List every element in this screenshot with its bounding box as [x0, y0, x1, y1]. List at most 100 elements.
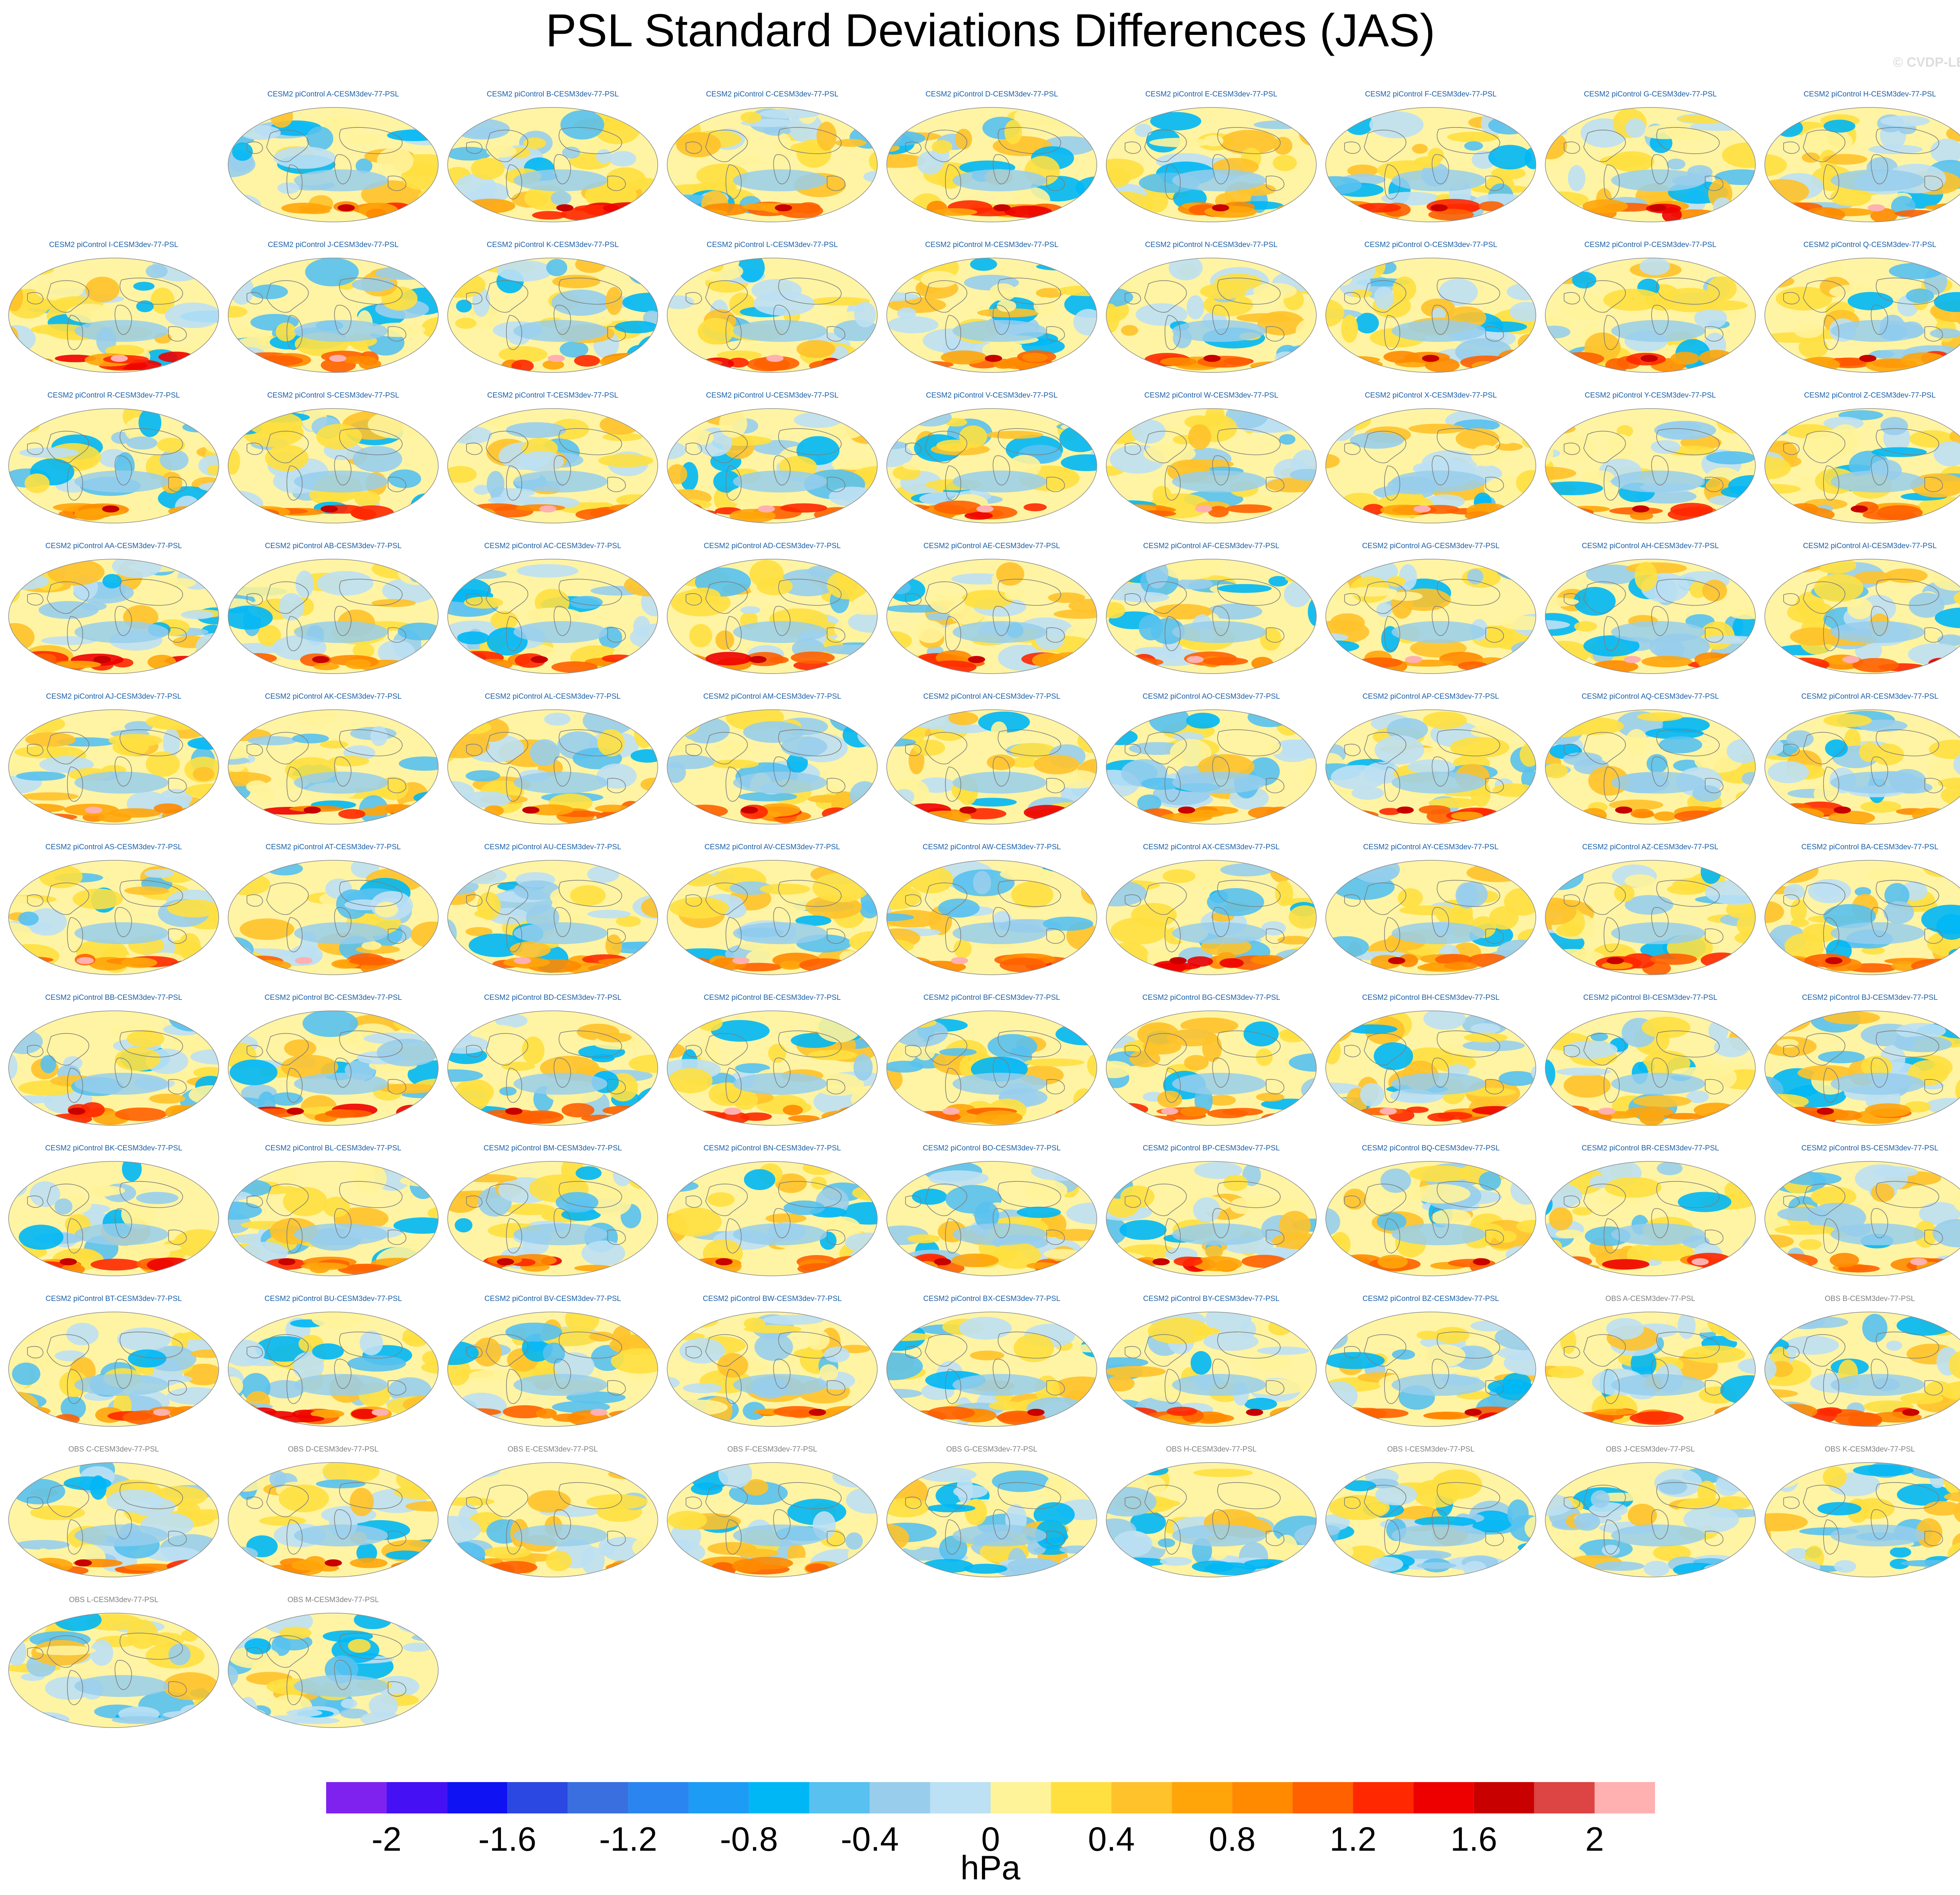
world-map: [667, 258, 878, 373]
panel-title: OBS C-CESM3dev-77-PSL: [68, 1445, 159, 1453]
map-panel: CESM2 piControl AJ-CESM3dev-77-PSL: [4, 692, 223, 838]
panel-title: CESM2 piControl W-CESM3dev-77-PSL: [1144, 391, 1278, 400]
world-map: [1764, 860, 1960, 975]
world-map: [228, 709, 439, 825]
panel-title: CESM2 piControl M-CESM3dev-77-PSL: [925, 241, 1058, 249]
colorbar-swatch: [1534, 1782, 1595, 1813]
map-panel: CESM2 piControl BR-CESM3dev-77-PSL: [1541, 1144, 1760, 1289]
panel-title: CESM2 piControl BL-CESM3dev-77-PSL: [265, 1144, 401, 1152]
world-map: [1545, 408, 1756, 523]
panel-title: OBS A-CESM3dev-77-PSL: [1605, 1295, 1695, 1303]
world-map: [667, 1462, 878, 1577]
map-panel: CESM2 piControl W-CESM3dev-77-PSL: [1102, 391, 1321, 536]
world-map: [8, 1613, 219, 1728]
map-panel: CESM2 piControl AR-CESM3dev-77-PSL: [1760, 692, 1960, 838]
world-map: [1325, 408, 1536, 523]
world-map: [1325, 1161, 1536, 1276]
map-panel: CESM2 piControl D-CESM3dev-77-PSL: [882, 90, 1102, 235]
map-panel: CESM2 piControl BL-CESM3dev-77-PSL: [223, 1144, 443, 1289]
world-map: [228, 1613, 439, 1728]
colorbar-swatch: [1051, 1782, 1112, 1813]
colorbar-swatch: [869, 1782, 930, 1813]
panel-title: CESM2 piControl AW-CESM3dev-77-PSL: [922, 843, 1061, 851]
colorbar-swatch: [326, 1782, 387, 1813]
map-panel: CESM2 piControl BT-CESM3dev-77-PSL: [4, 1295, 223, 1440]
panel-title: CESM2 piControl BG-CESM3dev-77-PSL: [1142, 994, 1280, 1002]
map-panel: OBS J-CESM3dev-77-PSL: [1541, 1445, 1760, 1590]
map-panel: CESM2 piControl BK-CESM3dev-77-PSL: [4, 1144, 223, 1289]
panel-title: CESM2 piControl AZ-CESM3dev-77-PSL: [1582, 843, 1719, 851]
world-map: [8, 1010, 219, 1126]
panel-title: CESM2 piControl H-CESM3dev-77-PSL: [1804, 90, 1936, 98]
world-map: [1325, 709, 1536, 825]
map-panel: CESM2 piControl O-CESM3dev-77-PSL: [1321, 241, 1541, 386]
map-panel: OBS L-CESM3dev-77-PSL: [4, 1596, 223, 1741]
map-panel: OBS G-CESM3dev-77-PSL: [882, 1445, 1102, 1590]
world-map: [667, 559, 878, 674]
credit-label: © CVDP-LE: [1893, 55, 1960, 70]
world-map: [1545, 1161, 1756, 1276]
world-map: [228, 107, 439, 222]
world-map: [228, 860, 439, 975]
map-panel: OBS K-CESM3dev-77-PSL: [1760, 1445, 1960, 1590]
panel-title: OBS F-CESM3dev-77-PSL: [727, 1445, 817, 1453]
map-panel: CESM2 piControl BO-CESM3dev-77-PSL: [882, 1144, 1102, 1289]
world-map: [1545, 559, 1756, 674]
map-panel: CESM2 piControl B-CESM3dev-77-PSL: [443, 90, 662, 235]
panel-title: CESM2 piControl Y-CESM3dev-77-PSL: [1584, 391, 1716, 400]
panel-title: CESM2 piControl BZ-CESM3dev-77-PSL: [1362, 1295, 1499, 1303]
map-panel: CESM2 piControl BP-CESM3dev-77-PSL: [1102, 1144, 1321, 1289]
world-map: [886, 1161, 1097, 1276]
panel-title: CESM2 piControl Q-CESM3dev-77-PSL: [1803, 241, 1936, 249]
panel-title: CESM2 piControl AB-CESM3dev-77-PSL: [265, 542, 402, 550]
map-panel: OBS F-CESM3dev-77-PSL: [662, 1445, 882, 1590]
world-map: [228, 1462, 439, 1577]
world-map: [228, 559, 439, 674]
map-panel: CESM2 piControl C-CESM3dev-77-PSL: [662, 90, 882, 235]
panel-title: CESM2 piControl BV-CESM3dev-77-PSL: [484, 1295, 621, 1303]
world-map: [1545, 860, 1756, 975]
colorbar-units: hPa: [960, 1849, 1021, 1887]
figure-title: PSL Standard Deviations Differences (JAS…: [545, 5, 1436, 56]
map-panel: CESM2 piControl AY-CESM3dev-77-PSL: [1321, 843, 1541, 988]
panel-title: CESM2 piControl BM-CESM3dev-77-PSL: [483, 1144, 622, 1152]
panel-title: CESM2 piControl D-CESM3dev-77-PSL: [926, 90, 1058, 98]
panel-title: CESM2 piControl P-CESM3dev-77-PSL: [1584, 241, 1717, 249]
panel-title: CESM2 piControl Z-CESM3dev-77-PSL: [1804, 391, 1936, 400]
panel-title: CESM2 piControl N-CESM3dev-77-PSL: [1145, 241, 1278, 249]
map-panel: CESM2 piControl E-CESM3dev-77-PSL: [1102, 90, 1321, 235]
world-map: [228, 408, 439, 523]
map-panel: CESM2 piControl BC-CESM3dev-77-PSL: [223, 994, 443, 1139]
world-map: [8, 1312, 219, 1427]
panel-title: CESM2 piControl BD-CESM3dev-77-PSL: [484, 994, 622, 1002]
map-panel: CESM2 piControl BV-CESM3dev-77-PSL: [443, 1295, 662, 1440]
panel-title: CESM2 piControl BQ-CESM3dev-77-PSL: [1362, 1144, 1500, 1152]
panel-title: CESM2 piControl AE-CESM3dev-77-PSL: [923, 542, 1060, 550]
world-map: [886, 1462, 1097, 1577]
colorbar-swatch: [688, 1782, 749, 1813]
map-panel: CESM2 piControl BG-CESM3dev-77-PSL: [1102, 994, 1321, 1139]
map-panel: CESM2 piControl T-CESM3dev-77-PSL: [443, 391, 662, 536]
panel-title: OBS H-CESM3dev-77-PSL: [1166, 1445, 1257, 1453]
panel-title: CESM2 piControl AR-CESM3dev-77-PSL: [1801, 692, 1938, 701]
map-panel: OBS D-CESM3dev-77-PSL: [223, 1445, 443, 1590]
world-map: [447, 408, 658, 523]
colorbar-swatch: [507, 1782, 568, 1813]
map-panel: CESM2 piControl BA-CESM3dev-77-PSL: [1760, 843, 1960, 988]
world-map: [8, 709, 219, 825]
world-map: [1106, 1312, 1317, 1427]
world-map: [1325, 258, 1536, 373]
panel-title: OBS J-CESM3dev-77-PSL: [1606, 1445, 1695, 1453]
panel-title: OBS B-CESM3dev-77-PSL: [1824, 1295, 1915, 1303]
world-map: [1764, 709, 1960, 825]
map-panel: CESM2 piControl BW-CESM3dev-77-PSL: [662, 1295, 882, 1440]
colorbar-swatch: [1474, 1782, 1534, 1813]
panel-title: CESM2 piControl BR-CESM3dev-77-PSL: [1581, 1144, 1719, 1152]
panel-title: CESM2 piControl T-CESM3dev-77-PSL: [487, 391, 619, 400]
map-panel: CESM2 piControl AO-CESM3dev-77-PSL: [1102, 692, 1321, 838]
colorbar-swatch: [1353, 1782, 1414, 1813]
panel-title: CESM2 piControl AN-CESM3dev-77-PSL: [923, 692, 1060, 701]
world-map: [1106, 1161, 1317, 1276]
panel-title: CESM2 piControl BA-CESM3dev-77-PSL: [1801, 843, 1938, 851]
colorbar-swatch: [1292, 1782, 1353, 1813]
